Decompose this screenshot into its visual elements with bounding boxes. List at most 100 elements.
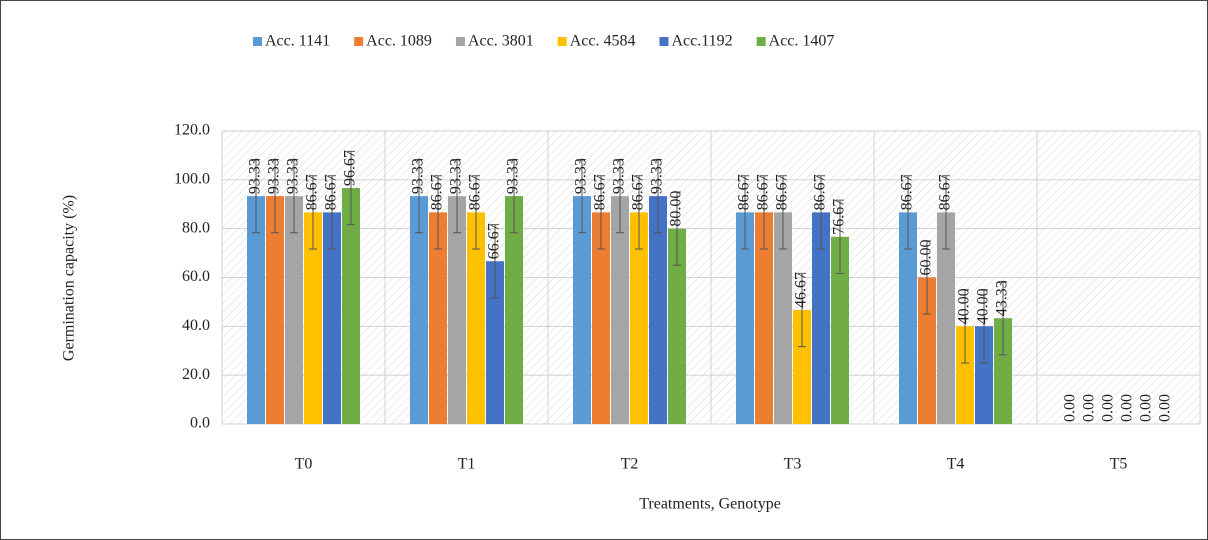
error-bar xyxy=(741,175,749,250)
data-label: 86.67 xyxy=(429,174,446,210)
data-label: 86.67 xyxy=(755,174,772,210)
error-bar xyxy=(616,158,624,234)
data-label: 0.00 xyxy=(1157,394,1174,422)
data-label: 76.67 xyxy=(831,199,848,235)
y-tick-label: 60.0 xyxy=(182,268,210,285)
x-tick-label: T2 xyxy=(621,456,639,473)
error-bar xyxy=(836,199,844,274)
error-bar xyxy=(635,175,643,250)
bar xyxy=(323,212,341,424)
bar xyxy=(975,326,993,424)
legend-swatch xyxy=(354,37,364,46)
data-label: 93.33 xyxy=(266,158,283,194)
bar xyxy=(266,196,284,424)
data-label: 46.67 xyxy=(793,272,810,308)
data-label: 93.33 xyxy=(611,158,628,194)
legend-label: Acc. 3801 xyxy=(468,33,534,50)
data-label: 80.00 xyxy=(668,191,685,227)
error-bar xyxy=(271,158,279,234)
y-tick-label: 80.0 xyxy=(182,219,210,236)
data-label: 40.00 xyxy=(975,288,992,324)
bar xyxy=(956,326,974,424)
data-label: 93.33 xyxy=(285,158,302,194)
x-tick-label: T1 xyxy=(458,456,476,473)
data-label: 93.33 xyxy=(247,158,264,194)
y-tick-label: 40.0 xyxy=(182,317,210,334)
bar xyxy=(592,212,610,424)
data-label: 86.67 xyxy=(736,174,753,210)
bar xyxy=(342,187,360,424)
y-tick-label: 120.0 xyxy=(174,122,210,139)
bar xyxy=(668,228,686,424)
legend-label: Acc.1192 xyxy=(671,33,732,50)
data-label: 0.00 xyxy=(1138,394,1155,422)
y-tick-label: 0.0 xyxy=(190,415,210,432)
bar xyxy=(285,196,303,424)
error-bar xyxy=(942,175,950,250)
data-label: 86.67 xyxy=(774,174,791,210)
data-label: 43.33 xyxy=(994,280,1011,316)
error-bar xyxy=(309,175,317,250)
data-label: 93.33 xyxy=(573,158,590,194)
bar xyxy=(247,196,265,424)
bar xyxy=(736,212,754,424)
error-bar xyxy=(290,158,298,234)
bar xyxy=(611,196,629,424)
error-bar xyxy=(434,175,442,250)
bar xyxy=(774,212,792,424)
bar xyxy=(448,196,466,424)
data-label: 86.67 xyxy=(812,174,829,210)
data-label: 86.67 xyxy=(899,174,916,210)
data-label: 96.67 xyxy=(342,150,359,186)
error-bar xyxy=(328,175,336,250)
data-label: 60.00 xyxy=(918,240,935,276)
legend-swatch xyxy=(659,37,669,46)
data-label: 0.00 xyxy=(1119,394,1136,422)
error-bar xyxy=(510,158,518,234)
data-label: 93.33 xyxy=(649,158,666,194)
legend-label: Acc. 1089 xyxy=(366,33,432,50)
legend-label: Acc. 4584 xyxy=(570,33,636,50)
data-label: 66.67 xyxy=(486,223,503,259)
bar xyxy=(831,236,849,424)
legend-swatch xyxy=(253,37,262,46)
bar xyxy=(630,212,648,424)
bar xyxy=(937,212,955,424)
data-label: 0.00 xyxy=(1081,394,1098,422)
bar xyxy=(467,212,485,424)
bar xyxy=(486,261,504,424)
data-label: 0.00 xyxy=(1062,394,1079,422)
error-bar xyxy=(453,158,461,234)
x-tick-label: T0 xyxy=(295,456,313,473)
data-label: 93.33 xyxy=(448,158,465,194)
bar xyxy=(649,196,667,424)
data-label: 0.00 xyxy=(1100,394,1117,422)
error-bar xyxy=(760,175,768,250)
data-label: 86.67 xyxy=(630,174,647,210)
error-bar xyxy=(817,175,825,250)
y-tick-label: 20.0 xyxy=(182,366,210,383)
error-bar xyxy=(923,240,931,315)
y-tick-label: 100.0 xyxy=(174,171,210,188)
bar xyxy=(755,212,773,424)
bar xyxy=(994,318,1012,424)
y-axis-title: Germination capacity (%) xyxy=(61,195,78,361)
data-label: 86.67 xyxy=(467,174,484,210)
data-label: 93.33 xyxy=(505,158,522,194)
bar xyxy=(812,212,830,424)
data-label: 86.67 xyxy=(592,174,609,210)
bar xyxy=(899,212,917,424)
error-bar xyxy=(999,281,1007,356)
legend-swatch xyxy=(557,37,567,46)
error-bar xyxy=(491,224,499,299)
legend-swatch xyxy=(756,37,766,46)
error-bar xyxy=(415,158,423,234)
bar xyxy=(410,196,428,424)
bar xyxy=(505,196,523,424)
x-tick-label: T5 xyxy=(1110,456,1128,473)
data-label: 86.67 xyxy=(937,174,954,210)
error-bar xyxy=(673,191,681,266)
error-bar xyxy=(654,158,662,234)
error-bar xyxy=(980,289,988,364)
